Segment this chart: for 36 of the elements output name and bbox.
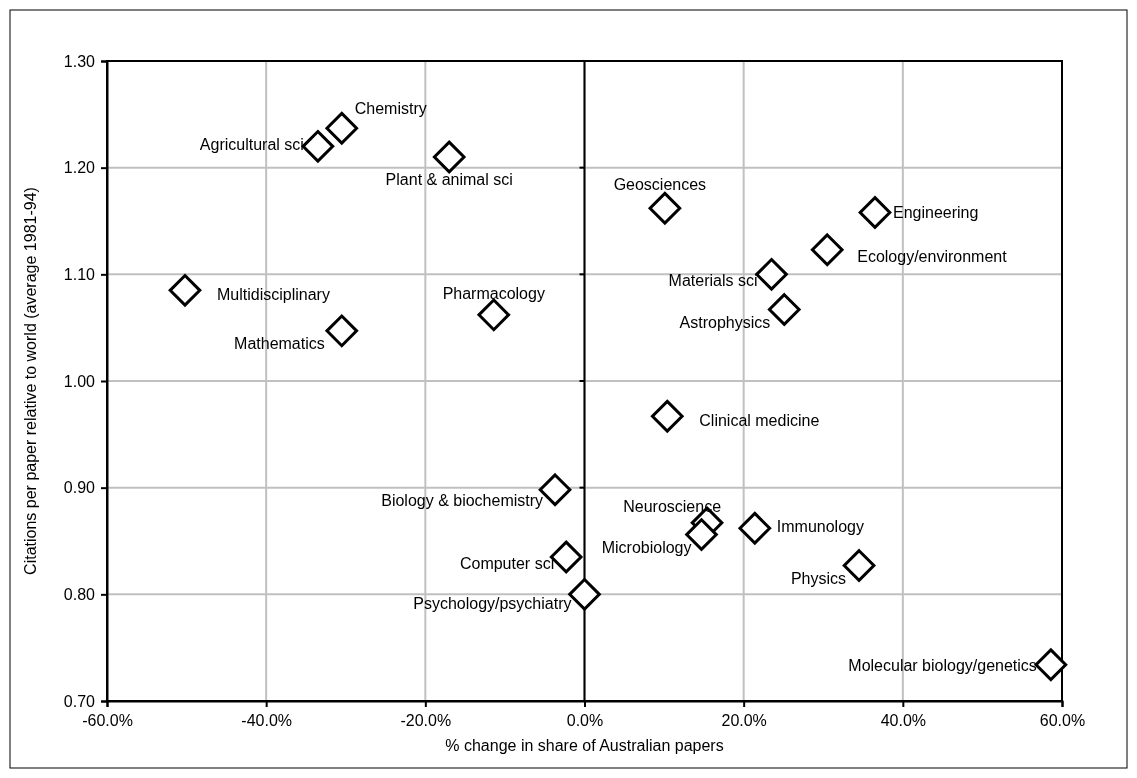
annotation: Microbiology [601, 538, 692, 556]
annotation: Chemistry [354, 100, 427, 118]
y-tick-label: 1.00 [63, 372, 96, 390]
annotation: Multidisciplinary [216, 286, 330, 304]
annotation: Geosciences [613, 176, 707, 194]
x-tick-label: 20.0% [721, 712, 767, 730]
annotation: Biology & biochemistry [381, 491, 544, 509]
annotation: Psychology/psychiatry [413, 595, 572, 613]
x-tick-label: 40.0% [880, 712, 927, 730]
x-tick-label: 60.0% [1039, 712, 1086, 730]
y-tick-label: 1.30 [63, 52, 96, 70]
y-tick-label: 1.20 [63, 159, 96, 177]
annotation: Agricultural sci [199, 136, 304, 154]
x-tick-label: -20.0% [400, 712, 452, 730]
annotation: Physics [790, 569, 847, 587]
x-tick-label: -40.0% [241, 712, 293, 730]
annotation: Ecology/environment [857, 247, 1008, 265]
annotation: Molecular biology/genetics [848, 656, 1037, 674]
y-tick-label: 1.10 [63, 265, 96, 283]
annotation: Astrophysics [679, 313, 771, 331]
annotation: Engineering [892, 204, 979, 222]
annotation: Neuroscience [623, 497, 722, 515]
annotation: Materials sci [668, 272, 758, 290]
x-axis-title: % change in share of Australian papers [445, 737, 724, 754]
annotation: Clinical medicine [699, 412, 820, 430]
y-tick-label: 0.70 [63, 692, 96, 710]
annotation: Pharmacology [442, 284, 545, 302]
x-tick-label: 0.0% [566, 712, 604, 730]
y-tick-label: 0.90 [63, 479, 96, 497]
x-tick-label: -60.0% [82, 712, 133, 730]
y-tick-label: 0.80 [63, 585, 96, 603]
annotation: Computer sci [459, 555, 555, 572]
annotation: Mathematics [234, 334, 325, 352]
annotation: Plant & animal sci [385, 171, 513, 188]
y-axis-title: Citations per paper relative to world (average 1981-94) [22, 187, 39, 575]
annotation: Immunology [776, 518, 864, 536]
